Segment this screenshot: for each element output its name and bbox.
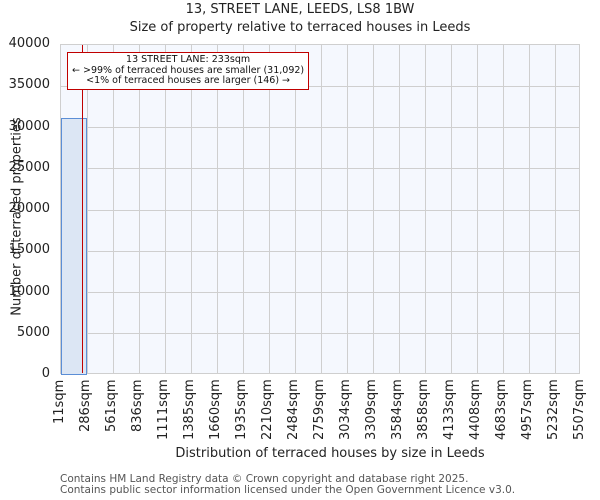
grid-line-vertical <box>450 45 452 373</box>
grid-line-horizontal <box>61 250 579 252</box>
grid-line-vertical <box>554 45 556 373</box>
x-tick-label: 3034sqm <box>338 379 353 441</box>
property-marker-line <box>81 45 84 373</box>
grid-line-vertical <box>346 45 348 373</box>
footer-licence: Contains public sector information licen… <box>60 484 516 496</box>
grid-line-vertical <box>242 45 244 373</box>
y-tick-label: 10000 <box>8 283 50 299</box>
grid-line-horizontal <box>61 85 579 87</box>
x-tick-label: 836sqm <box>130 379 145 432</box>
grid-line-horizontal <box>61 168 579 170</box>
x-tick-label: 2210sqm <box>260 379 275 441</box>
grid-line-vertical <box>138 45 140 373</box>
annotation-line3: <1% of terraced houses are larger (146) … <box>86 75 291 86</box>
grid-line-vertical <box>424 45 426 373</box>
x-tick-label: 561sqm <box>104 379 119 432</box>
x-tick-label: 3858sqm <box>416 379 431 441</box>
x-tick-label: 2759sqm <box>312 379 327 441</box>
grid-line-vertical <box>112 45 114 373</box>
grid-line-horizontal <box>61 209 579 211</box>
x-tick-label: 5232sqm <box>546 379 561 441</box>
footer-copyright: Contains HM Land Registry data © Crown c… <box>60 473 469 485</box>
grid-line-vertical <box>190 45 192 373</box>
grid-line-vertical <box>86 45 88 373</box>
x-tick-label: 1385sqm <box>182 379 197 441</box>
y-tick-label: 20000 <box>8 201 50 216</box>
x-tick-label: 286sqm <box>78 379 93 432</box>
x-tick-label: 1935sqm <box>234 379 249 441</box>
x-tick-label: 2484sqm <box>286 379 301 441</box>
grid-line-vertical <box>398 45 400 373</box>
chart-title: 13, STREET LANE, LEEDS, LS8 1BW <box>185 2 415 17</box>
x-tick-label: 4957sqm <box>520 379 535 441</box>
grid-line-vertical <box>320 45 322 373</box>
grid-line-vertical <box>216 45 218 373</box>
x-tick-label: 4133sqm <box>442 379 457 441</box>
grid-line-vertical <box>164 45 166 373</box>
annotation-line2: ← >99% of terraced houses are smaller (3… <box>72 64 305 76</box>
y-tick-label: 30000 <box>8 118 50 134</box>
annotation-line1: 13 STREET LANE: 233sqm <box>126 54 251 65</box>
grid-line-vertical <box>294 45 296 373</box>
x-tick-label: 1111sqm <box>156 379 171 441</box>
y-tick-label: 0 <box>41 366 50 381</box>
y-tick-label: 25000 <box>8 159 50 175</box>
y-axis-label: Number of terraced properties <box>9 117 25 316</box>
y-tick-label: 40000 <box>8 36 50 51</box>
property-annotation-box: 13 STREET LANE: 233sqm ← >99% of terraced… <box>67 52 310 90</box>
x-tick-label: 4408sqm <box>468 379 483 441</box>
x-axis-label: Distribution of terraced houses by size … <box>175 446 485 461</box>
grid-line-vertical <box>502 45 504 373</box>
grid-line-vertical <box>528 45 530 373</box>
y-tick-label: 15000 <box>8 242 50 258</box>
x-tick-label: 3309sqm <box>364 379 379 441</box>
x-tick-label: 5507sqm <box>572 379 587 441</box>
x-tick-label: 1660sqm <box>208 379 223 441</box>
grid-line-horizontal <box>61 292 579 293</box>
grid-line-vertical <box>476 45 478 373</box>
x-tick-label: 4683sqm <box>494 379 509 441</box>
y-tick-label: 5000 <box>16 324 50 340</box>
chart-subtitle: Size of property relative to terraced ho… <box>129 20 471 35</box>
plot-area: 13 STREET LANE: 233sqm ← >99% of terraced… <box>60 44 580 375</box>
grid-line-vertical <box>268 45 270 373</box>
grid-line-horizontal <box>61 127 579 128</box>
x-tick-label: 11sqm <box>52 379 67 424</box>
x-tick-label: 3584sqm <box>390 379 405 441</box>
grid-line-vertical <box>372 45 374 373</box>
grid-line-horizontal <box>61 333 579 335</box>
y-tick-label: 35000 <box>8 77 50 93</box>
